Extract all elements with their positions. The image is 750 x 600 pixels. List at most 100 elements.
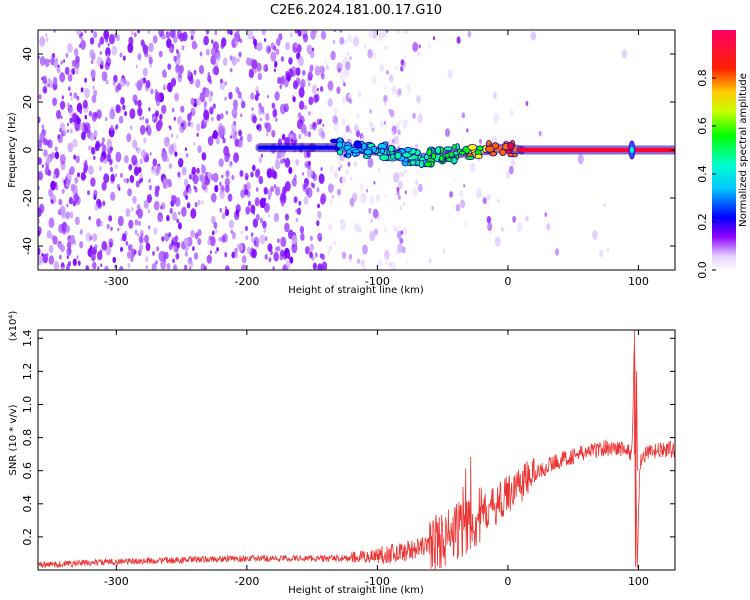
heatmap-cell xyxy=(378,32,384,41)
ridge-blob xyxy=(439,155,445,163)
heatmap-cell xyxy=(300,233,305,241)
x-tick-label: 100 xyxy=(628,575,649,588)
heatmap-cell xyxy=(116,34,120,42)
heatmap-cell xyxy=(67,122,69,127)
heatmap-cell xyxy=(105,47,111,58)
heatmap-cell xyxy=(234,138,240,147)
heatmap-cell xyxy=(508,165,514,175)
heatmap-cell xyxy=(81,131,86,141)
heatmap-cell xyxy=(298,200,302,206)
heatmap-cell xyxy=(227,30,231,35)
heatmap-cell xyxy=(308,96,314,106)
heatmap-cell xyxy=(190,97,195,106)
heatmap-cell xyxy=(404,169,407,173)
heatmap-cell xyxy=(460,199,466,209)
spectrogram-y-ticks: -40 -20 0 20 40 xyxy=(21,47,675,255)
heatmap-cell xyxy=(345,169,349,175)
heatmap-cell xyxy=(341,117,347,126)
x-tick-label: 0 xyxy=(504,275,511,288)
heatmap-cell xyxy=(320,195,326,205)
heatmap-cell xyxy=(69,92,72,97)
heatmap-cell xyxy=(314,65,321,76)
heatmap-cell xyxy=(90,133,95,141)
heatmap-cell xyxy=(191,166,197,175)
heatmap-cell xyxy=(125,241,129,246)
heatmap-cell xyxy=(180,105,185,113)
heatmap-cell xyxy=(210,55,216,65)
heatmap-cell xyxy=(320,73,325,80)
heatmap-cell xyxy=(317,203,320,209)
heatmap-cell xyxy=(384,227,387,232)
heatmap-cell xyxy=(65,172,72,183)
heatmap-cell xyxy=(189,260,194,268)
heatmap-cell xyxy=(84,87,90,99)
heatmap-cell xyxy=(268,257,272,263)
heatmap-cell xyxy=(72,138,78,148)
heatmap-cell xyxy=(70,96,73,101)
heatmap-cell xyxy=(554,248,560,256)
heatmap-cell xyxy=(257,72,262,81)
heatmap-cell xyxy=(101,137,105,143)
heatmap-cell xyxy=(317,263,323,270)
heatmap-cell xyxy=(494,236,501,247)
heatmap-cell xyxy=(168,232,172,238)
heatmap-cell xyxy=(253,240,257,246)
heatmap-cell xyxy=(94,142,100,152)
heatmap-cell xyxy=(168,43,175,54)
heatmap-cell xyxy=(145,80,151,89)
heatmap-cell xyxy=(273,45,277,51)
heatmap-cell xyxy=(376,194,381,202)
heatmap-cell xyxy=(243,184,248,191)
heatmap-cell xyxy=(318,173,325,185)
heatmap-cell xyxy=(282,186,288,195)
heatmap-cell xyxy=(230,229,233,234)
heatmap-cell xyxy=(88,165,94,176)
heatmap-cell xyxy=(176,218,179,224)
heatmap-cell xyxy=(38,207,42,217)
heatmap-cell xyxy=(592,229,598,240)
heatmap-cell xyxy=(250,171,254,178)
heatmap-cell xyxy=(172,264,178,270)
heatmap-cell xyxy=(258,176,264,185)
colorbar-tick-label: 0.4 xyxy=(696,165,709,183)
heatmap-cell xyxy=(187,113,192,122)
heatmap-cell xyxy=(329,165,334,173)
heatmap-cell xyxy=(303,196,309,205)
heatmap-cell xyxy=(368,30,374,39)
heatmap-cell xyxy=(402,227,407,235)
colorbar-tick-label: 0.2 xyxy=(696,213,709,231)
heatmap-cell xyxy=(356,112,361,120)
heatmap-cell xyxy=(134,219,139,226)
heatmap-cell xyxy=(442,248,446,254)
chart-title: C2E6.2024.181.00.17.G10 xyxy=(270,3,442,18)
heatmap-cell xyxy=(240,39,243,44)
heatmap-cell xyxy=(245,226,248,231)
heatmap-cell xyxy=(134,229,138,235)
heatmap-cell xyxy=(210,47,216,56)
heatmap-cell xyxy=(89,235,93,241)
heatmap-cell xyxy=(224,96,227,101)
heatmap-cell xyxy=(311,47,315,52)
heatmap-cell xyxy=(337,188,341,196)
heatmap-cell xyxy=(399,206,402,211)
heatmap-cell xyxy=(399,237,404,244)
heatmap-cell xyxy=(128,219,134,229)
heatmap-cell xyxy=(333,170,339,179)
heatmap-cell xyxy=(127,263,131,268)
heatmap-cell xyxy=(80,39,86,50)
heatmap-cell xyxy=(115,173,117,177)
heatmap-cell xyxy=(357,226,362,234)
heatmap-cell xyxy=(44,58,50,68)
heatmap-cell xyxy=(158,50,163,58)
heatmap-cell xyxy=(343,39,347,45)
heatmap-cell xyxy=(475,188,482,199)
heatmap-cell xyxy=(200,174,205,183)
heatmap-cell xyxy=(296,207,302,215)
heatmap-cell xyxy=(190,30,196,36)
heatmap-cell xyxy=(52,173,56,180)
heatmap-cell xyxy=(340,220,347,231)
heatmap-cell xyxy=(268,214,271,218)
heatmap-cell xyxy=(428,258,432,264)
heatmap-cell xyxy=(139,124,146,135)
heatmap-cell xyxy=(254,69,257,74)
